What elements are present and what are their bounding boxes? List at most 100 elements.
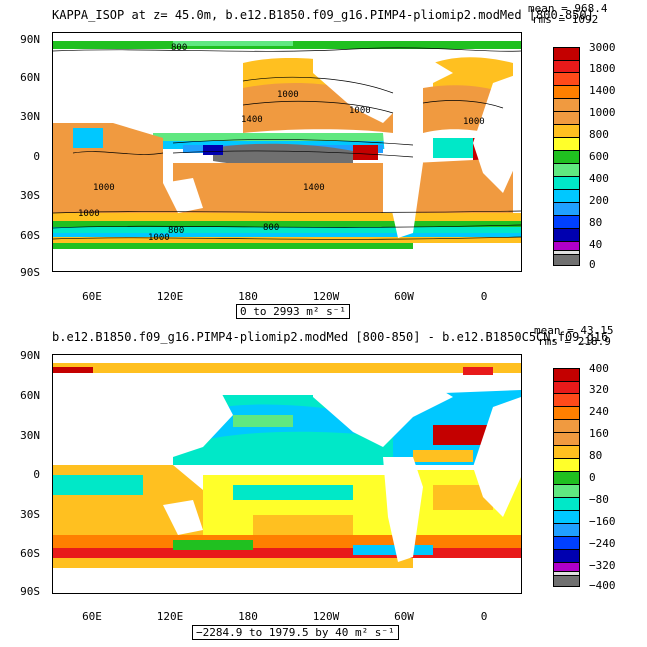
cbar-swatch bbox=[553, 85, 580, 99]
cbar-swatch bbox=[553, 150, 580, 164]
panel1-colorbar: 3000 1800 1400 1000 800 600 400 200 80 4… bbox=[553, 41, 643, 271]
cbar-swatch bbox=[553, 368, 580, 382]
lat-label: 90S bbox=[20, 585, 40, 598]
cbar-swatch bbox=[553, 137, 580, 151]
cbar-label: 400 bbox=[589, 172, 609, 185]
contour-label: 1000 bbox=[93, 183, 115, 193]
panel2-mean: mean = 43.15 bbox=[534, 324, 614, 337]
cbar-label: −240 bbox=[589, 537, 616, 550]
cbar-swatch bbox=[553, 228, 580, 242]
contour-label: 800 bbox=[168, 226, 185, 236]
panel1-mean: mean = 968.4 bbox=[528, 2, 608, 15]
cbar-label: 80 bbox=[589, 216, 603, 229]
cbar-label: 1800 bbox=[589, 62, 616, 75]
lat-label: 60N bbox=[20, 389, 40, 402]
lon-label: 120W bbox=[312, 610, 340, 623]
lon-label: 180 bbox=[238, 610, 258, 623]
lat-label: 90N bbox=[20, 349, 40, 362]
cbar-swatch bbox=[553, 497, 580, 511]
cbar-label: 160 bbox=[589, 427, 609, 440]
cbar-swatch bbox=[553, 419, 580, 433]
contour-label: 1000 bbox=[349, 106, 371, 116]
contour-label: 800 bbox=[171, 43, 188, 53]
cbar-swatch bbox=[553, 47, 580, 61]
lat-label: 30S bbox=[20, 189, 40, 202]
cbar-label: 0 bbox=[589, 471, 596, 484]
lon-label: 60E bbox=[82, 290, 102, 303]
lon-label: 60W bbox=[394, 290, 414, 303]
cbar-label: 600 bbox=[589, 150, 609, 163]
cbar-swatch bbox=[553, 536, 580, 550]
cbar-swatch bbox=[553, 215, 580, 229]
lat-label: 60N bbox=[20, 71, 40, 84]
cbar-label: 240 bbox=[589, 405, 609, 418]
lat-label: 30N bbox=[20, 429, 40, 442]
lat-label: 60S bbox=[20, 229, 40, 242]
panel2-map bbox=[52, 354, 522, 594]
cbar-label: 80 bbox=[589, 449, 603, 462]
cbar-swatch bbox=[553, 549, 580, 563]
lon-label: 0 bbox=[480, 290, 488, 303]
panel1-map: 800 1000 1400 1000 1000 1400 1000 800 10… bbox=[52, 32, 522, 272]
cbar-swatch bbox=[553, 575, 580, 587]
contour-label: 1000 bbox=[277, 90, 299, 100]
lat-label: 30S bbox=[20, 508, 40, 521]
lat-label: 90S bbox=[20, 266, 40, 279]
lon-label: 60E bbox=[82, 610, 102, 623]
cbar-swatch bbox=[553, 458, 580, 472]
cbar-label: 200 bbox=[589, 194, 609, 207]
contour-label: 800 bbox=[263, 223, 280, 233]
contour-label: 1000 bbox=[463, 117, 485, 127]
contour-label: 1000 bbox=[78, 209, 100, 219]
panel2-map-field bbox=[53, 363, 521, 593]
panel1-rms: rms = 1092 bbox=[532, 13, 599, 26]
cbar-swatch bbox=[553, 432, 580, 446]
cbar-swatch bbox=[553, 445, 580, 459]
lon-label: 60W bbox=[394, 610, 414, 623]
panel2-colorbar: 400 320 240 160 80 0 −80 −160 −240 −320 … bbox=[553, 362, 643, 592]
cbar-swatch bbox=[553, 124, 580, 138]
cbar-label: −400 bbox=[589, 579, 616, 592]
cbar-label: 3000 bbox=[589, 41, 616, 54]
lon-label: 120E bbox=[156, 610, 184, 623]
cbar-swatch bbox=[553, 111, 580, 125]
cbar-swatch bbox=[553, 393, 580, 407]
lon-label: 120W bbox=[312, 290, 340, 303]
lon-label: 180 bbox=[238, 290, 258, 303]
cbar-swatch bbox=[553, 510, 580, 524]
cbar-swatch bbox=[553, 98, 580, 112]
lat-label: 30N bbox=[20, 110, 40, 123]
lat-label: 0 bbox=[33, 150, 40, 163]
lon-label: 0 bbox=[480, 610, 488, 623]
lon-label: 120E bbox=[156, 290, 184, 303]
cbar-swatch bbox=[553, 163, 580, 177]
panel1-title: KAPPA_ISOP at z= 45.0m, b.e12.B1850.f09_… bbox=[52, 8, 594, 22]
cbar-swatch bbox=[553, 176, 580, 190]
cbar-swatch bbox=[553, 523, 580, 537]
cbar-label: 800 bbox=[589, 128, 609, 141]
contour-label: 1400 bbox=[241, 115, 263, 125]
cbar-label: 1000 bbox=[589, 106, 616, 119]
cbar-swatch bbox=[553, 484, 580, 498]
cbar-label: 1400 bbox=[589, 84, 616, 97]
panel2-rms: rms = 218.9 bbox=[538, 335, 611, 348]
panel2-range: −2284.9 to 1979.5 by 40 m² s⁻¹ bbox=[192, 625, 399, 640]
cbar-label: 40 bbox=[589, 238, 603, 251]
cbar-label: 400 bbox=[589, 362, 609, 375]
contour-label: 1400 bbox=[303, 183, 325, 193]
cbar-swatch bbox=[553, 72, 580, 86]
lat-label: 60S bbox=[20, 547, 40, 560]
cbar-swatch bbox=[553, 406, 580, 420]
cbar-swatch bbox=[553, 189, 580, 203]
cbar-swatch bbox=[553, 471, 580, 485]
panel1-range: 0 to 2993 m² s⁻¹ bbox=[236, 304, 350, 319]
cbar-label: −320 bbox=[589, 559, 616, 572]
panel2-title: b.e12.B1850.f09_g16.PIMP4-pliomip2.modMe… bbox=[52, 330, 609, 344]
contour-label: 1000 bbox=[148, 233, 170, 243]
cbar-swatch bbox=[553, 254, 580, 266]
cbar-label: 320 bbox=[589, 383, 609, 396]
lat-label: 0 bbox=[33, 468, 40, 481]
panel1-map-field bbox=[53, 41, 521, 271]
cbar-label: −160 bbox=[589, 515, 616, 528]
cbar-label: 0 bbox=[589, 258, 596, 271]
